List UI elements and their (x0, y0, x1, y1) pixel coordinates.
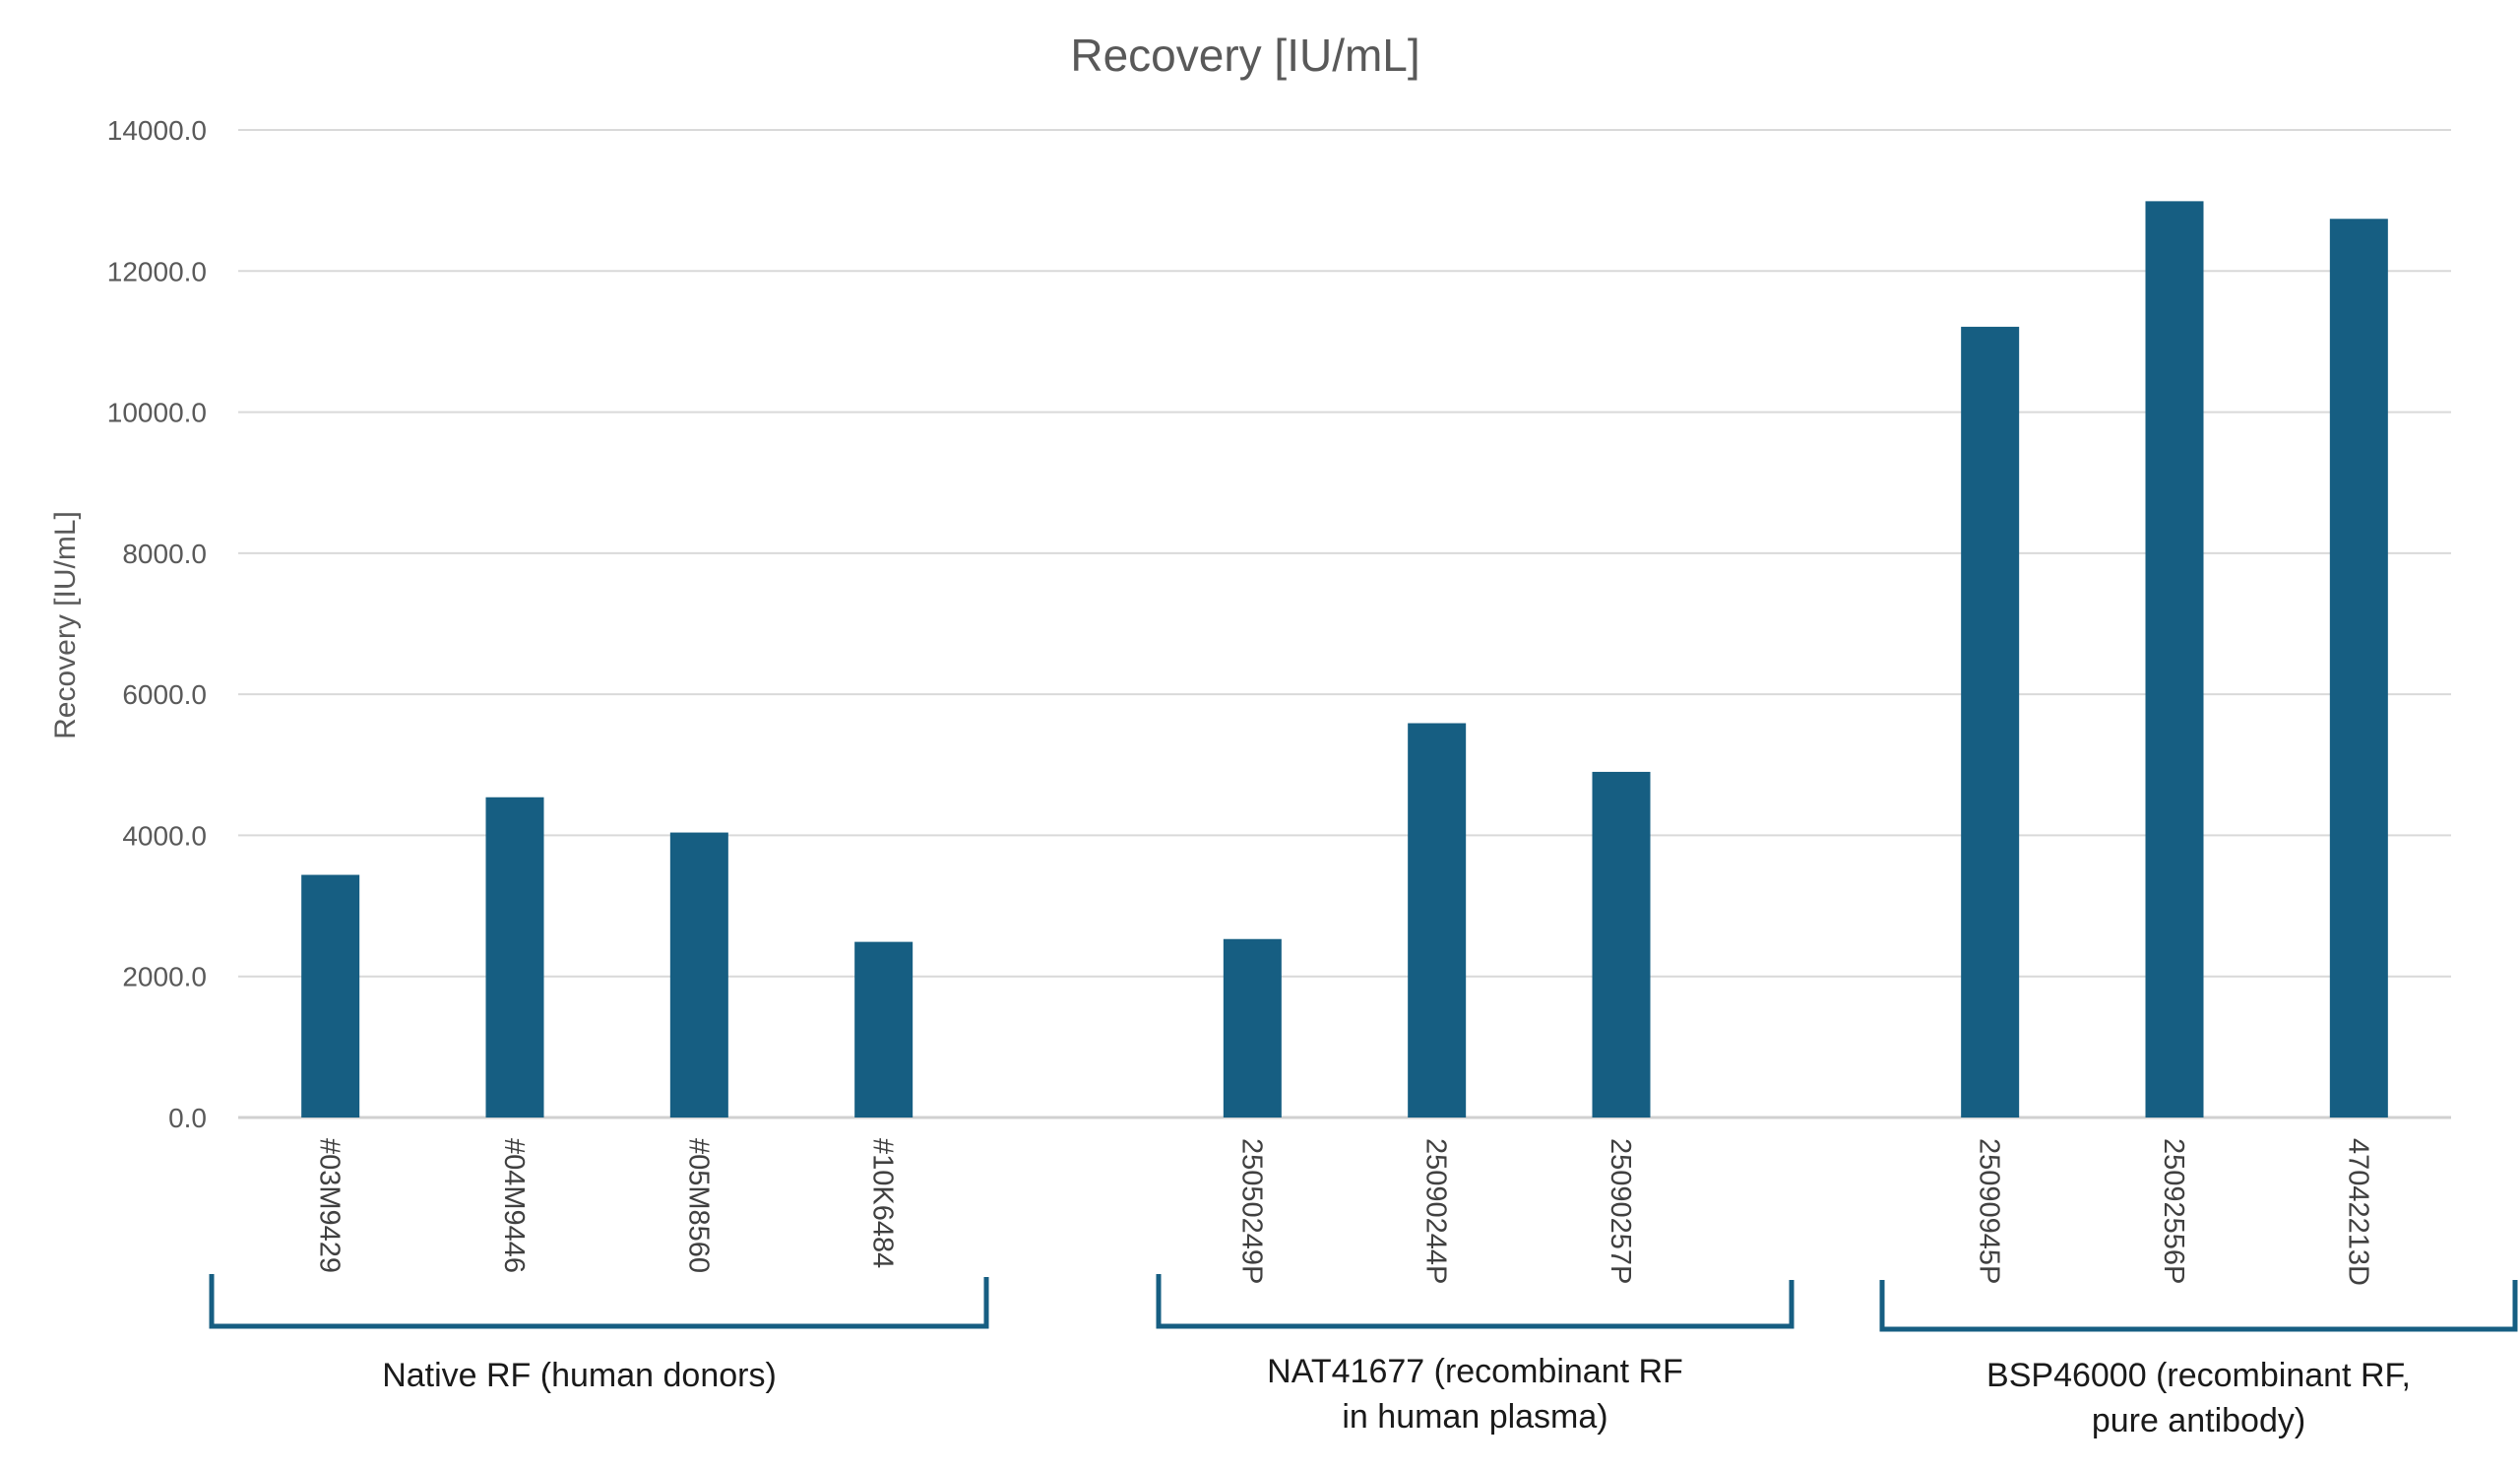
bar (2145, 201, 2204, 1118)
group-label: BSP46000 (recombinant RF, (1986, 1357, 2411, 1394)
bar (1961, 326, 2020, 1118)
group-bracket (1879, 1280, 2518, 1332)
group-label: in human plasma) (1342, 1398, 1607, 1436)
x-category-label: 25090257P (1605, 1138, 1636, 1284)
x-category-label: 25092556P (2158, 1138, 2189, 1284)
x-category-label: #04M9446 (498, 1138, 530, 1273)
bar (669, 832, 728, 1118)
y-tick-label: 6000.0 (122, 679, 207, 710)
y-axis-label: Recovery [IU/mL] (49, 511, 82, 739)
bar (1223, 938, 1282, 1118)
group-bracket (1156, 1274, 1795, 1329)
bar (1408, 723, 1467, 1118)
x-category-label: 25090244P (1420, 1138, 1452, 1284)
group-label: Native RF (human donors) (382, 1357, 777, 1394)
y-tick-label: 10000.0 (107, 398, 207, 428)
x-category-label: #03M9429 (314, 1138, 346, 1273)
group-bracket (209, 1274, 989, 1329)
x-category-label: 47042213D (2342, 1138, 2373, 1286)
y-tick-label: 0.0 (168, 1103, 207, 1133)
bar (1592, 771, 1651, 1118)
bar (485, 797, 544, 1118)
chart-title: Recovery [IU/mL] (1070, 30, 1419, 81)
x-category-label: 25090945P (1974, 1138, 2005, 1284)
y-tick-label: 8000.0 (122, 539, 207, 569)
group-label: pure antibody) (2092, 1402, 2305, 1439)
x-category-label: #05M8560 (682, 1138, 714, 1273)
bar (301, 874, 360, 1118)
y-tick-label: 12000.0 (107, 256, 207, 287)
x-category-label: 25050249P (1235, 1138, 1267, 1284)
bar (854, 941, 914, 1118)
group-label: NAT41677 (recombinant RF (1267, 1353, 1683, 1390)
y-tick-label: 4000.0 (122, 820, 207, 851)
y-tick-label: 2000.0 (122, 962, 207, 992)
bar (2329, 219, 2388, 1118)
y-tick-label: 14000.0 (107, 115, 207, 146)
x-category-label: #10K6484 (867, 1138, 899, 1268)
